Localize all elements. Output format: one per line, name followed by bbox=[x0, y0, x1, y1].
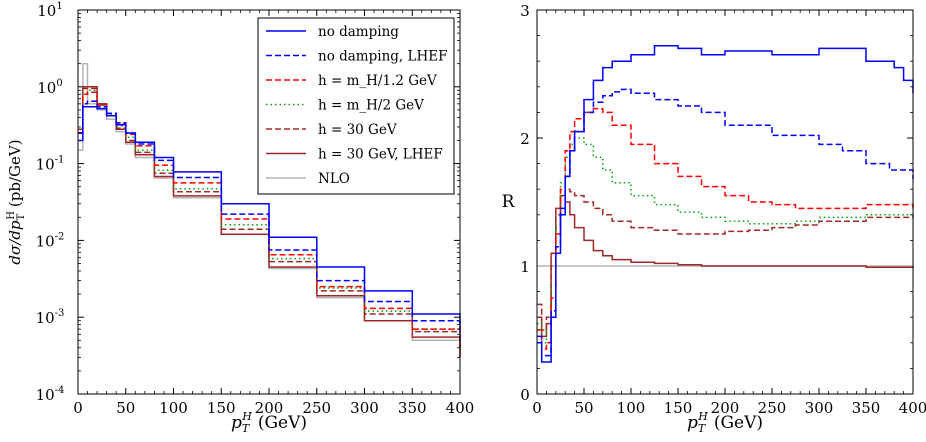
y-tick-label: 0 bbox=[520, 386, 530, 404]
legend-label: h = 30 GeV, LHEF bbox=[318, 147, 443, 163]
ratio-line-h-30-gev bbox=[537, 188, 914, 331]
left-axes-frame bbox=[77, 9, 461, 395]
x-tick-label: 100 bbox=[617, 399, 646, 417]
y-tick-label: 3 bbox=[520, 2, 530, 20]
legend: no damping no damping, LHEF h = m_H/1.2 Ge… bbox=[257, 17, 455, 195]
right-panel: 0 50 100 150 200 250 300 350 400 0 1 2 3 pTH (GeV) R bbox=[502, 2, 926, 435]
x-tick-label: 300 bbox=[350, 399, 379, 417]
legend-label: h = m_H/1.2 GeV bbox=[318, 73, 437, 89]
y-tick-label: 10-3 bbox=[36, 308, 65, 327]
y-axis-label-text: dσ/dpTH(pb/GeV) bbox=[6, 139, 27, 264]
y-axis-label: dσ/dpTH(pb/GeV) bbox=[6, 139, 27, 264]
y-tick-label: 1 bbox=[520, 258, 530, 276]
x-tick-label: 200 bbox=[255, 399, 284, 417]
x-tick-label: 400 bbox=[446, 399, 475, 417]
y-tick-label: 10-1 bbox=[36, 155, 65, 174]
series-line-no-damping bbox=[78, 105, 461, 330]
x-tick-label: 100 bbox=[159, 399, 188, 417]
x-tick-label: 50 bbox=[574, 399, 593, 417]
y-axis-label: R bbox=[502, 192, 516, 212]
y-tick-label: 101 bbox=[37, 1, 62, 20]
y-tick-label: 10-4 bbox=[36, 385, 65, 404]
x-tick-label: 0 bbox=[532, 399, 542, 417]
legend-label: h = m_H/2 GeV bbox=[318, 98, 424, 114]
x-tick-label: 250 bbox=[758, 399, 787, 417]
left-panel: 0 50 100 150 200 250 300 350 400 101 100 10-1 10-2 10… bbox=[6, 1, 474, 435]
x-tick-label: 250 bbox=[302, 399, 331, 417]
ratio-line-h-m-h-1-2-gev bbox=[537, 107, 914, 350]
ratio-line-no-damping-lhef bbox=[537, 88, 914, 357]
y-tick-label: 2 bbox=[520, 130, 530, 148]
ratio-line-no-damping bbox=[537, 45, 914, 363]
x-tick-label: 350 bbox=[398, 399, 427, 417]
x-tick-label: 150 bbox=[207, 399, 236, 417]
y-tick-label: 10-2 bbox=[36, 231, 65, 250]
legend-label: no damping, LHEF bbox=[318, 49, 447, 65]
x-tick-label: 300 bbox=[805, 399, 834, 417]
right-axes-frame bbox=[536, 9, 914, 395]
x-tick-label: 0 bbox=[73, 399, 83, 417]
x-tick-label: 350 bbox=[852, 399, 881, 417]
x-tick-label: 400 bbox=[899, 399, 926, 417]
series-line-h-m-h-1-2-gev bbox=[78, 91, 461, 348]
x-tick-label: 200 bbox=[711, 399, 740, 417]
x-tick-label: 150 bbox=[664, 399, 693, 417]
y-tick-label: 100 bbox=[37, 78, 62, 97]
x-axis-label: pTH (GeV) bbox=[231, 410, 307, 435]
ratio-line-h-30-gev-lhef bbox=[537, 194, 914, 338]
x-axis-label: pTH (GeV) bbox=[687, 410, 763, 435]
legend-label: h = 30 GeV bbox=[318, 122, 397, 138]
legend-label: NLO bbox=[318, 171, 350, 187]
series-line-h-30-gev bbox=[78, 87, 461, 351]
legend-label: no damping bbox=[318, 24, 399, 40]
x-tick-label: 50 bbox=[116, 399, 135, 417]
legend-box bbox=[257, 17, 455, 195]
